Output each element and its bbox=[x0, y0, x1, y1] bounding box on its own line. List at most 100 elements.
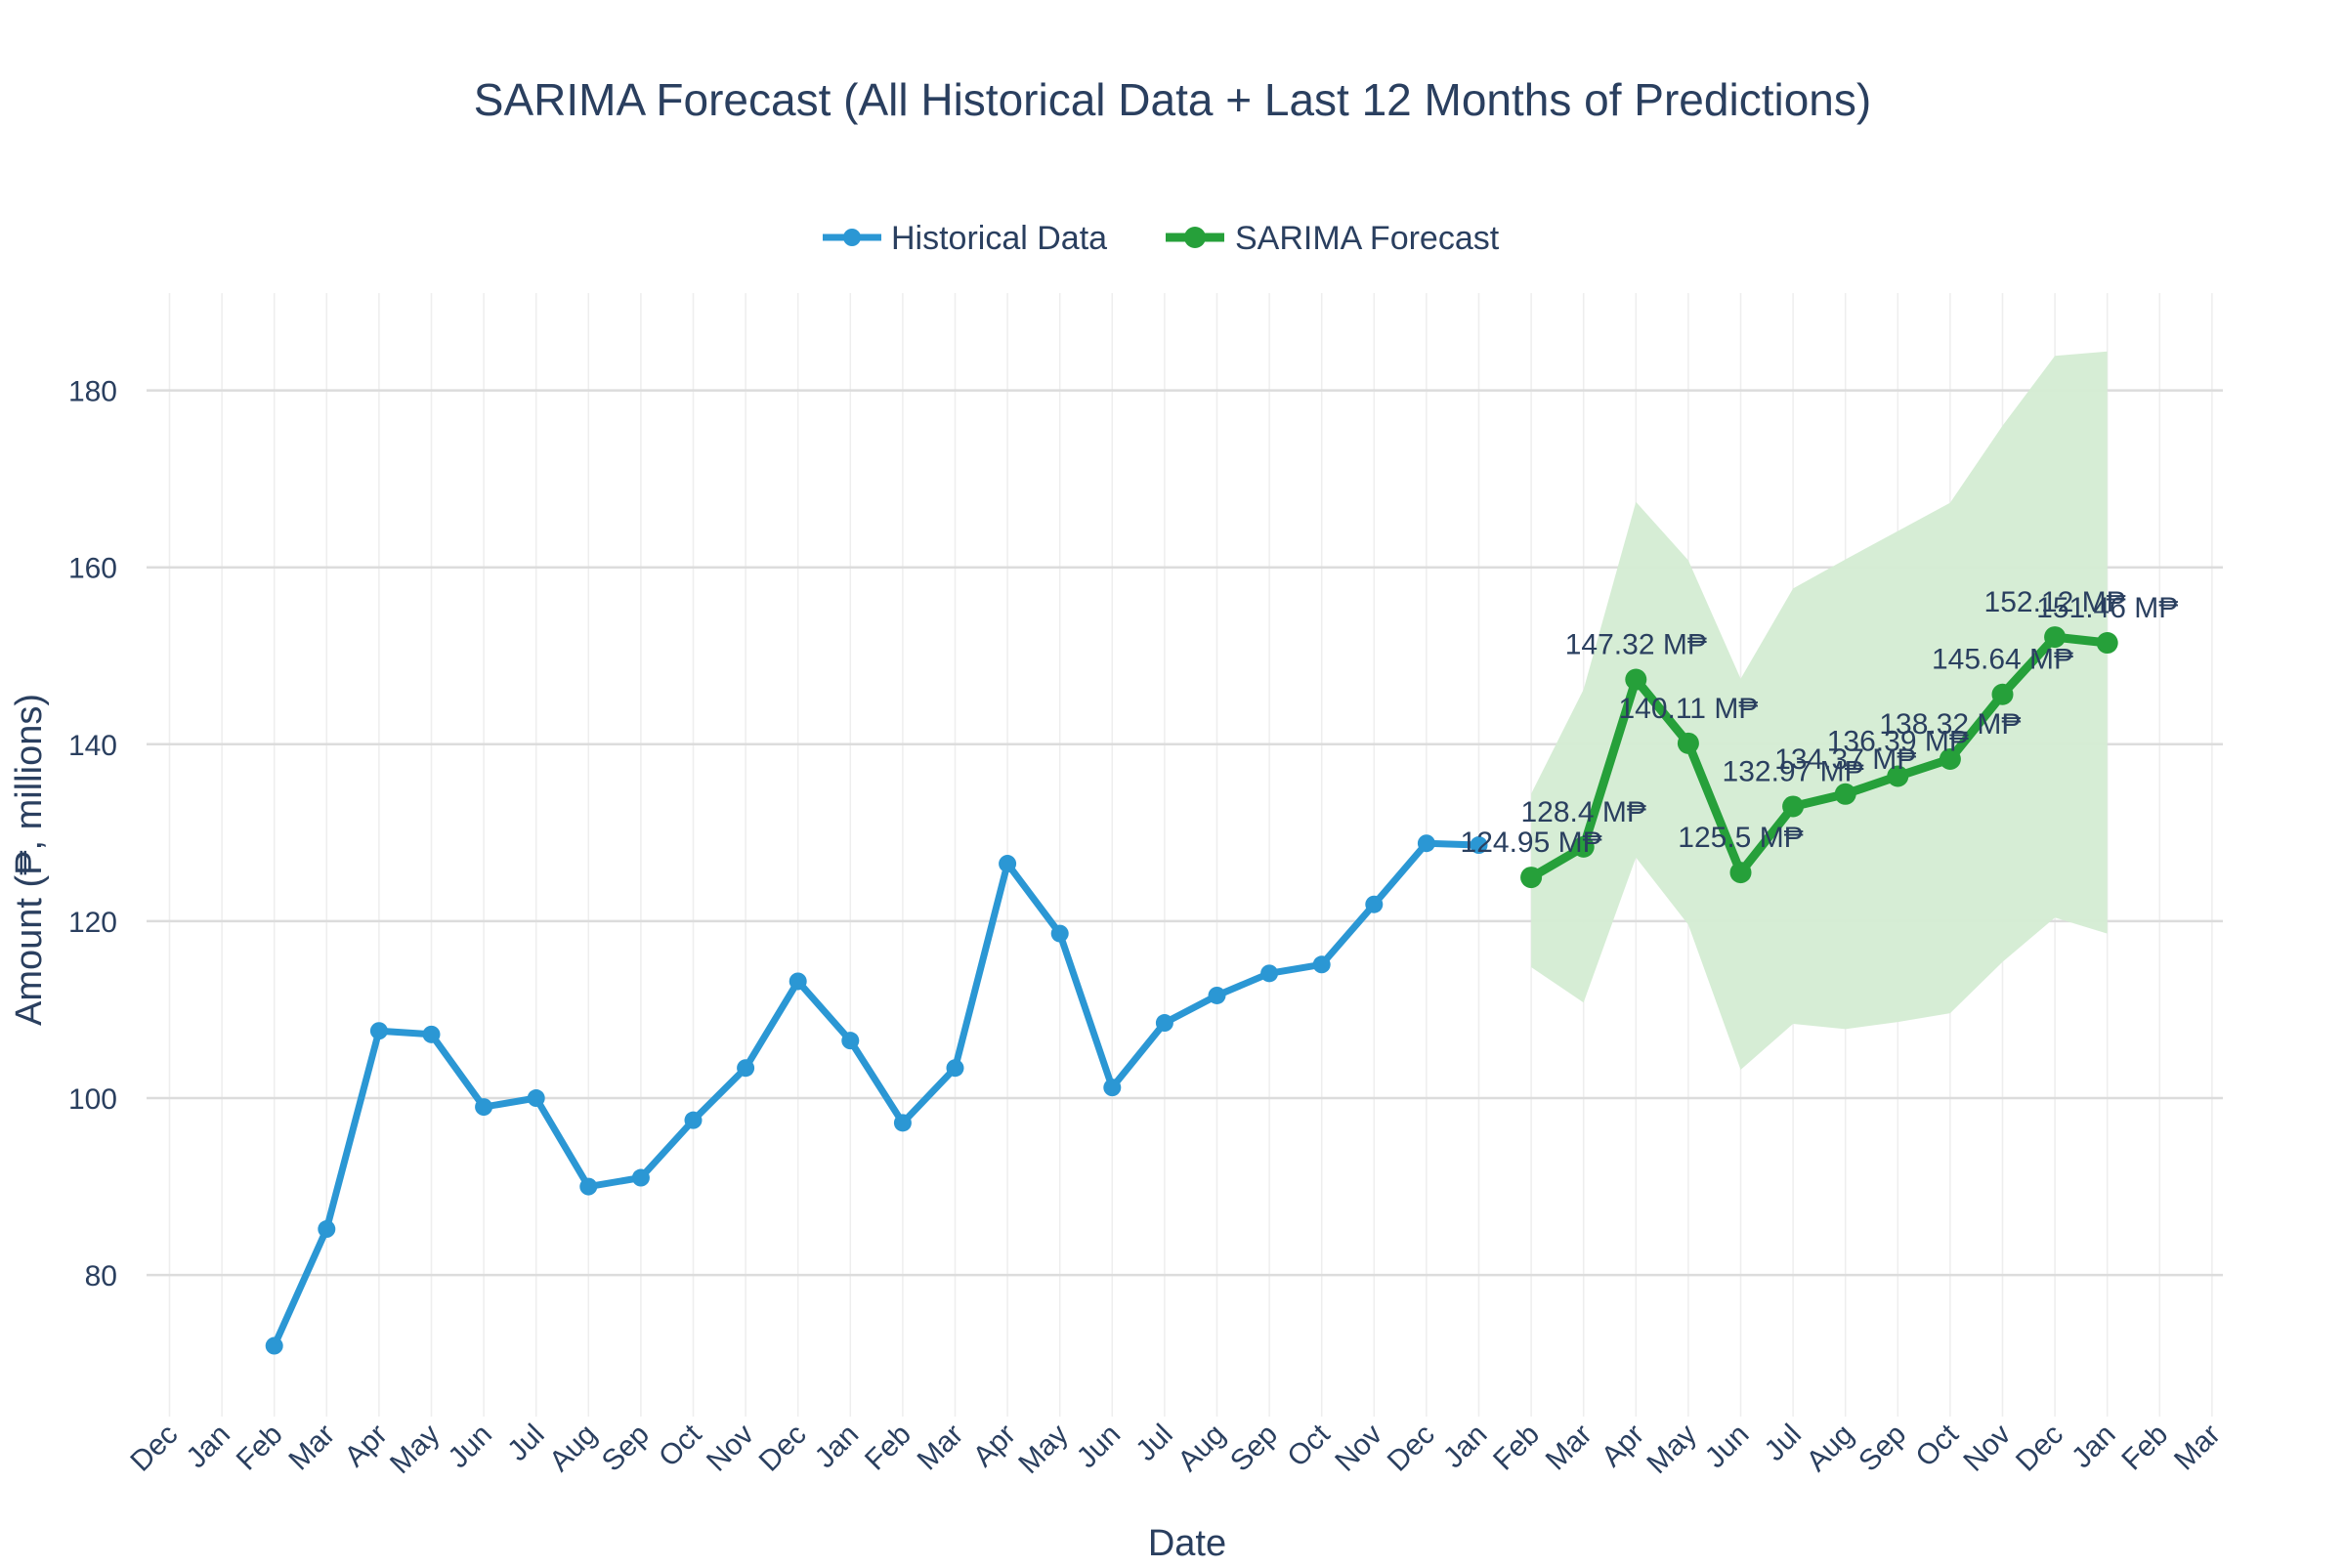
legend-item-historical[interactable]: Historical Data bbox=[823, 220, 1107, 257]
forecast-data-point bbox=[1677, 732, 1699, 754]
historical-data-point bbox=[1365, 895, 1384, 913]
x-tick-label: Feb bbox=[231, 1419, 289, 1477]
y-tick-label: 100 bbox=[68, 1083, 117, 1116]
x-tick-label: Nov bbox=[1329, 1419, 1388, 1478]
historical-data-point bbox=[1103, 1079, 1122, 1097]
historical-data-point bbox=[737, 1059, 755, 1078]
historical-data-point bbox=[475, 1098, 493, 1117]
x-tick-label: Aug bbox=[543, 1419, 603, 1478]
forecast-data-point bbox=[1729, 862, 1752, 884]
historical-data-point bbox=[1312, 955, 1331, 974]
y-tick-label: 180 bbox=[68, 376, 117, 408]
y-tick-label: 160 bbox=[68, 553, 117, 585]
x-tick-label: Apr bbox=[1596, 1419, 1650, 1473]
forecast-data-label: 132.97 M₱ bbox=[1723, 755, 1864, 787]
x-tick-label: Dec bbox=[753, 1419, 813, 1478]
x-tick-label: Jan bbox=[1437, 1419, 1494, 1475]
forecast-data-label: 138.32 M₱ bbox=[1879, 708, 2021, 741]
forecast-data-label: 145.64 M₱ bbox=[1932, 644, 2073, 676]
historical-data-point bbox=[841, 1032, 860, 1050]
historical-data-point bbox=[1050, 924, 1069, 943]
forecast-data-label: 147.32 M₱ bbox=[1565, 629, 1707, 661]
historical-data-point bbox=[684, 1111, 703, 1129]
historical-data-point bbox=[579, 1177, 598, 1196]
historical-data-point bbox=[1470, 836, 1488, 855]
x-tick-label: Dec bbox=[124, 1419, 184, 1478]
x-tick-label: Jan bbox=[2066, 1419, 2122, 1475]
historical-data-point bbox=[1260, 964, 1279, 983]
historical-data-point bbox=[946, 1059, 964, 1078]
forecast-data-point bbox=[1520, 867, 1543, 889]
x-tick-label: Jan bbox=[809, 1419, 866, 1475]
forecast-data-point bbox=[1887, 765, 1909, 787]
x-tick-label: Jun bbox=[443, 1419, 499, 1475]
x-tick-label: Apr bbox=[339, 1419, 394, 1473]
historical-data-point bbox=[265, 1336, 283, 1355]
x-tick-label: Mar bbox=[282, 1419, 341, 1477]
legend-item-forecast[interactable]: SARIMA Forecast bbox=[1166, 220, 1500, 257]
x-tick-label: Mar bbox=[1540, 1419, 1599, 1477]
historical-data-point bbox=[527, 1089, 545, 1108]
x-tick-label: Feb bbox=[1487, 1419, 1546, 1477]
historical-data-point bbox=[1208, 986, 1226, 1004]
forecast-data-point bbox=[1572, 835, 1595, 858]
historical-data-point bbox=[1155, 1014, 1173, 1033]
historical-data-point bbox=[999, 855, 1017, 873]
y-tick-label: 80 bbox=[85, 1260, 117, 1293]
x-tick-label: Mar bbox=[912, 1419, 970, 1477]
x-tick-label: Nov bbox=[1957, 1419, 2017, 1478]
x-tick-label: Sep bbox=[596, 1419, 656, 1478]
legend[interactable]: Historical Data SARIMA Forecast bbox=[823, 220, 1500, 257]
forecast-data-point bbox=[1991, 683, 2014, 705]
x-tick-label: Jul bbox=[1130, 1419, 1178, 1467]
forecast-data-label: 124.95 M₱ bbox=[1461, 826, 1602, 859]
x-tick-label: Oct bbox=[1910, 1418, 1966, 1473]
historical-data-point bbox=[1417, 834, 1435, 853]
x-tick-label: Dec bbox=[1382, 1419, 1441, 1478]
x-tick-label: Oct bbox=[1281, 1418, 1337, 1473]
y-axis-title: Amount (₱, millions) bbox=[9, 694, 50, 1026]
x-tick-label: Sep bbox=[1224, 1419, 1284, 1478]
historical-data-point bbox=[631, 1168, 650, 1187]
chart-title: SARIMA Forecast (All Historical Data + L… bbox=[474, 74, 1871, 125]
x-tick-label: Dec bbox=[2010, 1419, 2069, 1478]
x-tick-label: Aug bbox=[1172, 1419, 1231, 1478]
x-tick-label: Aug bbox=[1801, 1419, 1860, 1478]
x-tick-label: Feb bbox=[859, 1419, 917, 1477]
forecast-data-label: 134.37 M₱ bbox=[1774, 743, 1916, 776]
legend-label-historical: Historical Data bbox=[891, 220, 1107, 257]
x-tick-label: Sep bbox=[1853, 1419, 1912, 1478]
forecast-data-label: 125.5 M₱ bbox=[1678, 822, 1803, 854]
historical-data-point bbox=[789, 972, 807, 991]
x-tick-label: Nov bbox=[701, 1419, 760, 1478]
historical-data-point bbox=[369, 1022, 388, 1040]
forecast-data-label: 128.4 M₱ bbox=[1520, 796, 1645, 828]
x-tick-label: Jun bbox=[1699, 1419, 1756, 1475]
x-tick-label: Jul bbox=[501, 1419, 550, 1467]
forecast-data-point bbox=[1939, 748, 1961, 771]
x-tick-label: Feb bbox=[2115, 1419, 2174, 1477]
forecast-series-line bbox=[1526, 632, 2112, 882]
x-tick-label: May bbox=[1012, 1419, 1074, 1480]
forecast-data-point bbox=[2096, 632, 2118, 655]
x-tick-label: Apr bbox=[967, 1419, 1022, 1473]
forecast-data-point bbox=[1834, 783, 1856, 805]
x-tick-label: Mar bbox=[2168, 1419, 2227, 1477]
historical-series-line bbox=[271, 839, 1482, 1350]
forecast-data-label: 152.12 M₱ bbox=[1984, 586, 2126, 618]
forecast-data-label: 151.46 M₱ bbox=[2036, 592, 2178, 624]
forecast-data-point bbox=[2044, 626, 2067, 649]
y-tick-label: 120 bbox=[68, 907, 117, 939]
x-axis-title: Date bbox=[1148, 1523, 1226, 1563]
x-tick-label: May bbox=[1641, 1419, 1702, 1480]
forecast-data-label: 136.39 M₱ bbox=[1827, 726, 1969, 758]
historical-data-point bbox=[893, 1114, 912, 1132]
forecast-data-point bbox=[1782, 795, 1805, 818]
forecast-data-label: 140.11 M₱ bbox=[1618, 693, 1758, 725]
x-tick-label: Jun bbox=[1071, 1419, 1128, 1475]
x-tick-label: Jul bbox=[1759, 1419, 1808, 1467]
x-tick-label: Jan bbox=[181, 1419, 237, 1475]
